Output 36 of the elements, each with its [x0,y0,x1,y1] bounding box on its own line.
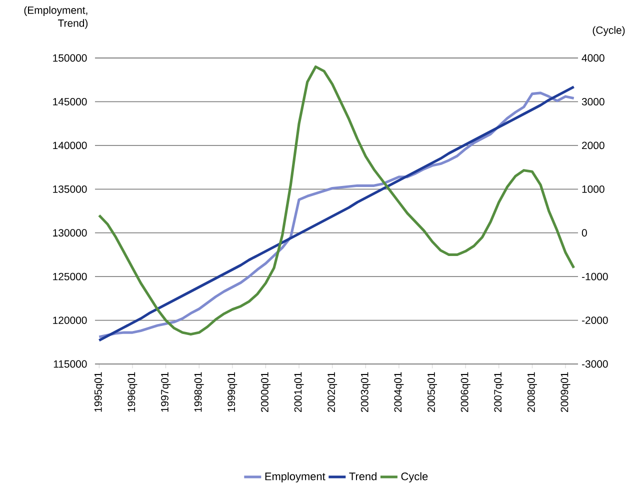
y2-tick-label: 2000 [582,142,604,150]
y2-tick-label: -1000 [582,272,608,280]
legend-label: Employment [265,472,326,482]
y-tick-label: 115000 [54,360,87,368]
y2-tick-label: -3000 [582,360,608,368]
y-tick-label: 150000 [53,54,87,62]
x-tick-label: 1998q01 [194,372,204,412]
x-tick-label: 2005q01 [428,372,438,412]
x-tick-label: 2002q01 [328,372,338,412]
x-tick-label: 2008q01 [527,372,537,412]
y2-axis-title: (Cycle) [592,26,625,36]
x-tick-label: 1996q01 [128,372,138,412]
x-tick-label: 2007q01 [494,372,504,412]
x-tick-label: 1997q01 [161,372,171,412]
x-tick-label: 2000q01 [260,372,270,412]
x-tick-label: 2001q01 [294,372,304,412]
y2-tick-label: -2000 [582,316,608,324]
y2-tick-label: 3000 [582,98,604,106]
x-tick-label: 1995q01 [94,372,104,412]
x-tick-label: 2006q01 [460,372,470,412]
y2-tick-label: 0 [582,229,587,237]
x-tick-label: 1999q01 [228,372,238,412]
x-tick-label: 2004q01 [394,372,404,412]
y-tick-label: 140000 [53,142,87,150]
y-tick-label: 120000 [53,316,87,324]
y-tick-label: 130000 [53,229,87,237]
x-tick-label: 2003q01 [360,372,370,412]
y2-tick-label: 4000 [582,54,604,62]
y-tick-label: 135000 [53,185,87,193]
legend-label: Cycle [401,472,428,482]
y2-tick-label: 1000 [582,185,604,193]
legend-label: Trend [349,472,376,480]
x-tick-label: 2009q01 [560,372,570,412]
y-tick-label: 125000 [53,272,87,280]
y-axis-title: (Employment, Trend) [24,6,88,29]
y-tick-label: 145000 [53,98,87,106]
